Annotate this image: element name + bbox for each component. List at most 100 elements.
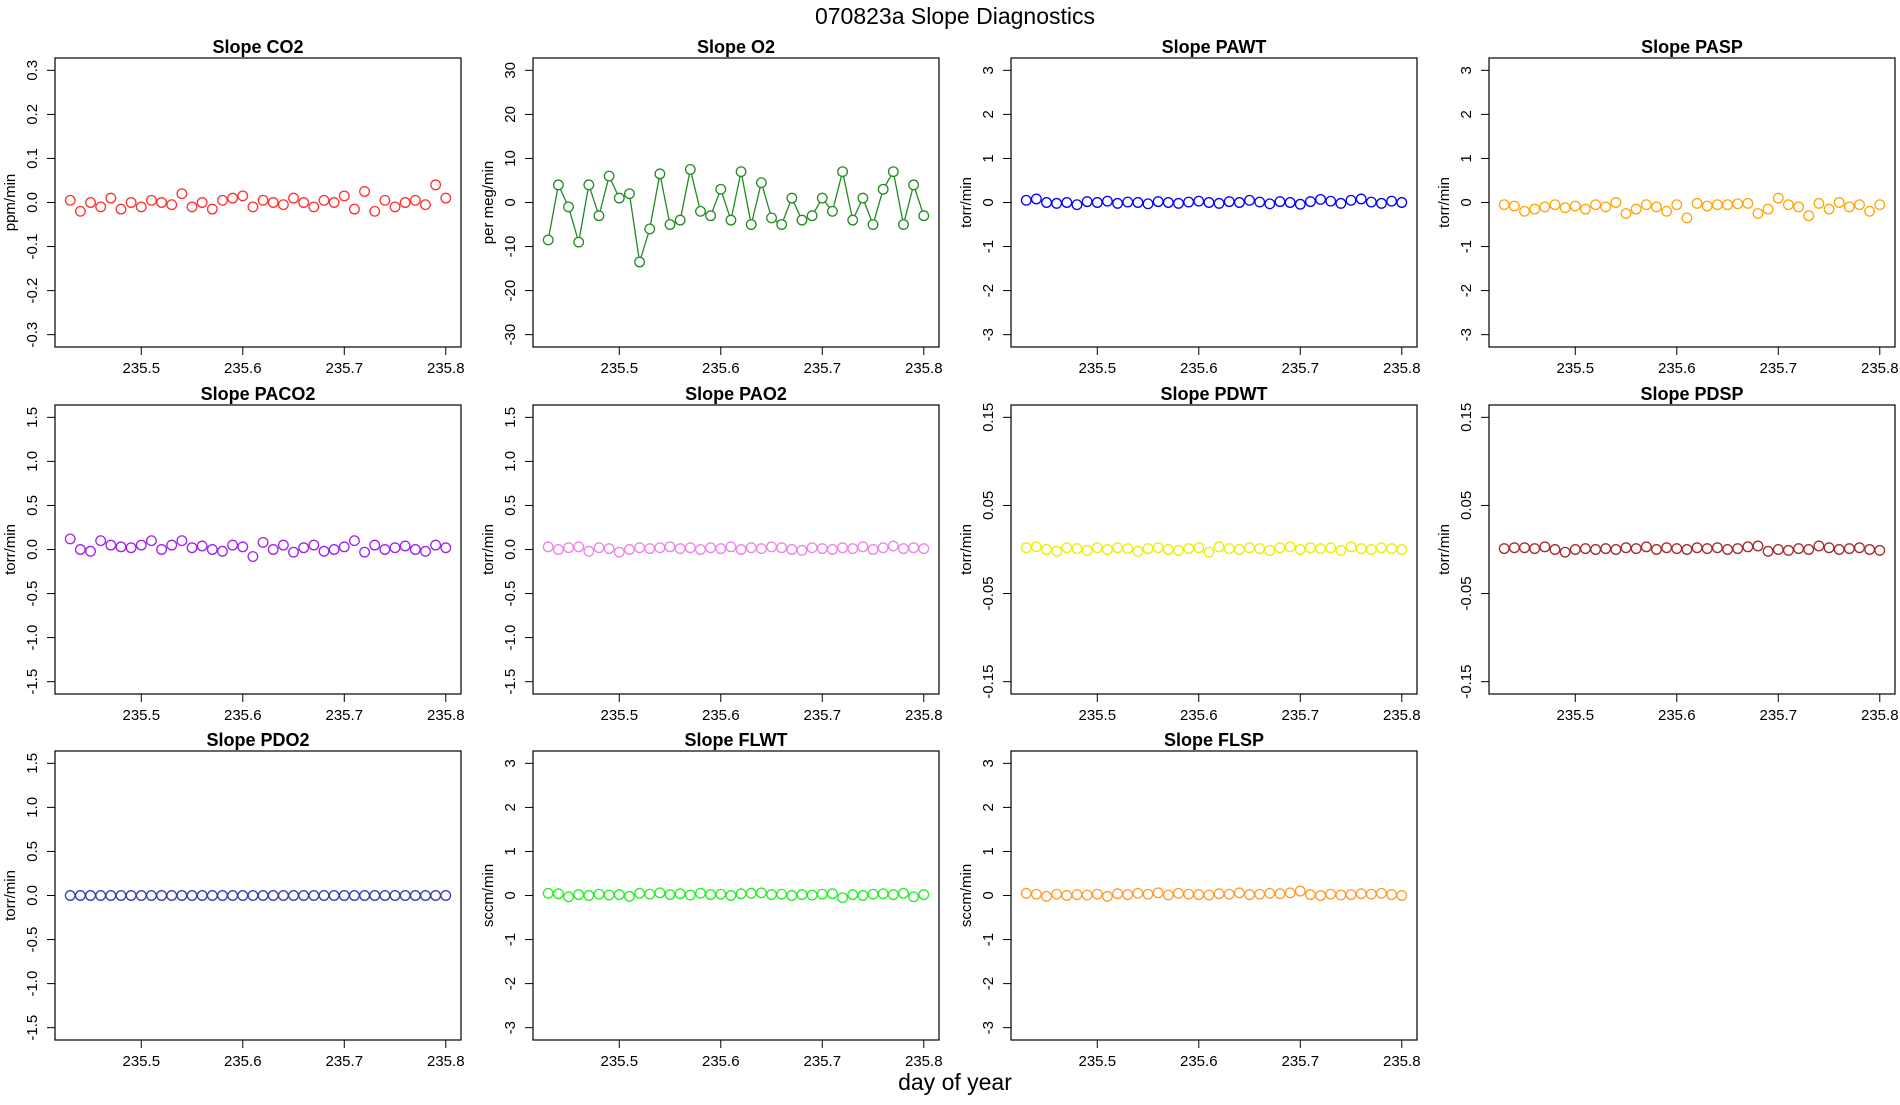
data-point (115, 541, 127, 553)
data-point (1691, 542, 1703, 554)
data-point (277, 890, 289, 901)
data-point (359, 890, 371, 901)
data-point (95, 890, 107, 901)
data-point (1325, 195, 1337, 207)
data-point (776, 219, 788, 230)
data-point (1396, 197, 1408, 208)
y-axis-label: torr/min (1436, 524, 1453, 575)
data-point (1020, 194, 1032, 206)
panel: Slope PACO2 torr/min -1.5 -1.0 -0.5 0.0 0.5 1.0… (2, 384, 465, 724)
data-point (857, 192, 869, 204)
data-point (440, 542, 452, 554)
data-point (1061, 542, 1073, 554)
y-tick-label: 0 (980, 891, 997, 899)
data-point (105, 539, 117, 551)
data-point (257, 537, 269, 548)
data-point (156, 544, 168, 555)
data-point (1030, 888, 1042, 900)
data-point (1152, 196, 1164, 208)
data-point (806, 889, 818, 901)
data-point (1864, 205, 1876, 217)
y-axis-label: per meg/min (480, 161, 497, 244)
data-point (593, 888, 605, 900)
data-point (766, 541, 777, 553)
data-point (1203, 889, 1215, 901)
y-tick-label: -0.05 (1458, 576, 1475, 610)
data-point (1772, 544, 1784, 555)
data-point (542, 541, 554, 553)
data-point (1742, 541, 1754, 553)
data-point (877, 888, 889, 900)
data-point (1376, 887, 1387, 899)
data-point (64, 890, 76, 901)
data-point (1762, 545, 1774, 557)
data-point (389, 542, 401, 554)
y-tick-label: 0.0 (24, 192, 41, 213)
data-point (1854, 542, 1865, 554)
data-point (348, 203, 360, 215)
y-tick-label: -2 (502, 977, 519, 990)
panel-title: Slope PAWT (1162, 37, 1267, 57)
data-point (1233, 197, 1245, 208)
data-point (1854, 199, 1865, 211)
data-point (857, 541, 869, 553)
data-point (1254, 196, 1266, 208)
y-tick-label: -0.05 (980, 576, 997, 610)
x-tick-label: 235.7 (326, 1053, 364, 1070)
data-point (359, 186, 371, 197)
data-point (1122, 889, 1134, 901)
data-point (267, 890, 279, 901)
data-point (674, 543, 686, 555)
data-point (1335, 197, 1347, 209)
data-point (1173, 544, 1184, 556)
data-point (1661, 205, 1673, 217)
data-point (918, 889, 930, 901)
data-point (430, 890, 442, 901)
data-point (1610, 544, 1622, 555)
data-point (156, 197, 168, 208)
data-point (267, 197, 279, 208)
data-point (1864, 544, 1876, 555)
data-point (1223, 888, 1235, 900)
data-point (115, 890, 127, 901)
data-point (1651, 544, 1662, 555)
data-point (1091, 888, 1103, 900)
data-point (1600, 543, 1612, 555)
panel: Slope FLWT sccm/min -3 -2 -1 0 1 2 3 235.5 235.6 23… (480, 730, 943, 1070)
data-point (542, 887, 554, 899)
panel: Slope PAWT torr/min -3 -2 -1 0 1 2 3 235.5 235.6 23… (958, 37, 1421, 377)
x-tick-label: 235.8 (427, 707, 465, 724)
data-point (776, 542, 788, 554)
x-tick-label: 235.5 (123, 360, 161, 377)
panel: Slope PDSP torr/min -0.15 -0.05 0.05 0.15 235.… (1436, 384, 1899, 724)
y-axis-label: torr/min (1436, 177, 1453, 228)
data-point (1355, 888, 1367, 900)
data-point (1843, 543, 1855, 555)
data-point (237, 541, 249, 553)
data-point (206, 890, 218, 901)
data-point (1345, 541, 1357, 553)
y-tick-label: -1.0 (24, 971, 41, 997)
x-tick-label: 235.6 (1180, 707, 1218, 724)
data-point (1030, 193, 1042, 205)
data-point (867, 544, 879, 555)
data-point (85, 545, 96, 557)
x-tick-label: 235.7 (326, 707, 364, 724)
data-point (634, 256, 646, 268)
y-tick-label: -0.2 (24, 278, 41, 304)
data-point (755, 887, 767, 899)
data-point (145, 535, 157, 547)
data-point (1539, 541, 1551, 553)
data-point (867, 219, 879, 230)
data-point (898, 887, 909, 899)
data-point (786, 544, 798, 555)
data-point (1833, 197, 1845, 208)
y-tick-label: -2 (980, 977, 997, 990)
plot-frame (532, 57, 940, 348)
data-point (603, 170, 615, 182)
data-point (695, 205, 706, 217)
data-point (1762, 203, 1774, 215)
x-tick-label: 235.6 (1658, 360, 1696, 377)
y-tick-label: -20 (502, 280, 519, 302)
data-point (166, 199, 178, 211)
